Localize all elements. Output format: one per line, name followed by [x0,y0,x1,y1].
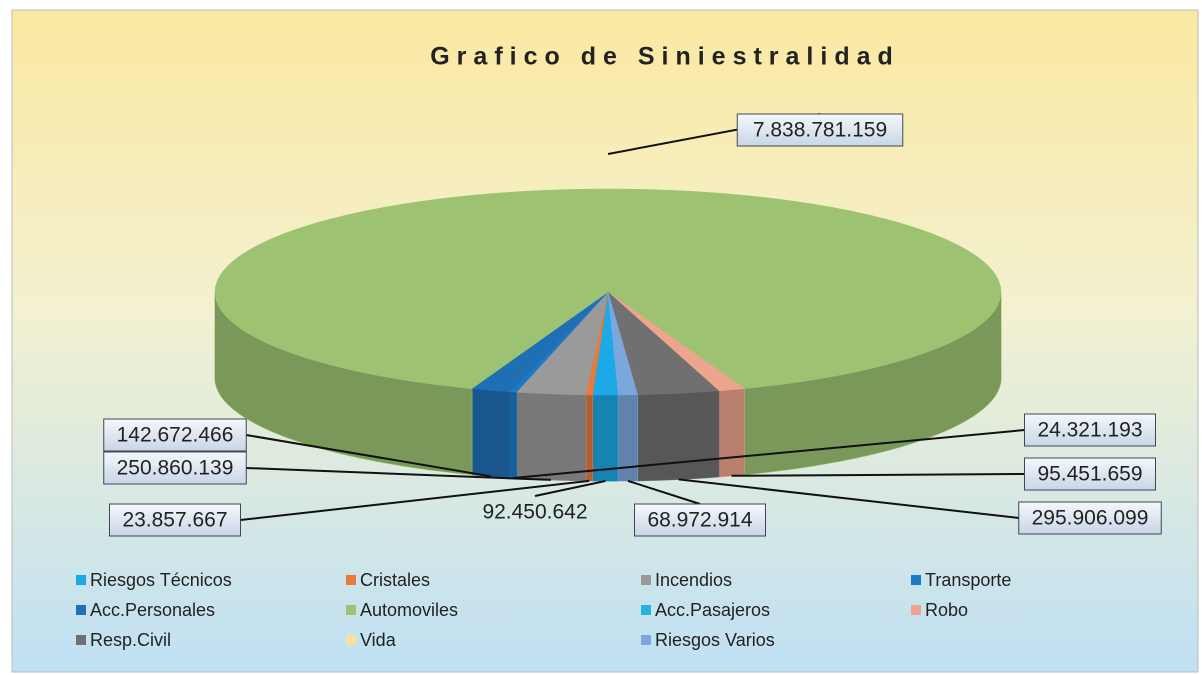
legend-label: Robo [925,600,968,620]
legend-label: Acc.Pasajeros [655,600,770,620]
slice [471,291,609,392]
label-box [1024,413,1156,447]
legend-swatch [76,635,86,645]
slice-shade [618,394,638,481]
legend-swatch [346,575,356,585]
legend-label: Vida [360,630,397,650]
slice [214,188,1002,389]
legend-swatch [76,605,86,615]
legend-swatch [911,575,921,585]
leader-line [246,467,551,481]
legend-label: Automoviles [360,600,458,620]
slice-shade [471,388,510,478]
slice-shade [592,394,619,481]
label-box [109,503,241,537]
data-label: 250.860.139 [117,457,234,480]
data-label: 295.906.099 [1032,507,1149,530]
legend-swatch [641,635,651,645]
chart-title: Grafico de Siniestralidad [430,43,900,71]
label-box [634,503,766,537]
data-label: 23.857.667 [122,509,227,532]
data-label: 95.451.659 [1037,463,1142,486]
legend-label: Resp.Civil [90,630,171,650]
label-box [103,418,247,452]
slice-shade [516,392,586,481]
label-box [1018,501,1162,535]
legend-swatch [76,575,86,585]
leader-line [678,478,1019,519]
leader-line [513,429,1025,479]
leader-line [534,480,606,497]
legend-label: Transporte [925,570,1011,590]
slice-shade [215,292,472,475]
label-box [1024,457,1156,491]
slice-shade [744,292,1001,475]
legend-swatch [641,605,651,615]
legend-label: Incendios [655,570,732,590]
legend-label: Cristales [360,570,430,590]
legend-swatch [346,635,356,645]
slice [607,291,720,395]
leader-line [627,479,701,505]
slice-shade [637,390,719,481]
slice-shade [718,388,745,477]
label-box [736,113,904,147]
slice [515,291,609,396]
legend-label: Acc.Personales [90,600,215,620]
slice-shade [509,391,517,479]
leader-line [246,434,491,478]
data-label: 142.672.466 [117,424,234,447]
legend-label: Riesgos Técnicos [90,570,232,590]
legend-swatch [641,575,651,585]
data-label: 24.321.193 [1037,419,1142,442]
legend-swatch [911,605,921,615]
data-label: 68.972.914 [647,509,752,532]
data-label: 92.450.642 [482,501,587,524]
slice [607,291,638,396]
legend-label: Riesgos Varios [655,630,775,650]
leader-line [240,479,590,521]
legend-swatch [346,605,356,615]
data-label: 7.838.781.159 [753,119,887,142]
leader-line [731,473,1025,477]
slice-shade [585,394,593,481]
label-box [103,451,247,485]
